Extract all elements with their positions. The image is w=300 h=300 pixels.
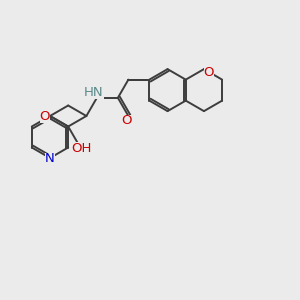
Text: O: O [121, 115, 132, 128]
Text: O: O [40, 110, 50, 122]
Text: OH: OH [71, 142, 92, 155]
Text: O: O [204, 66, 214, 79]
Text: N: N [45, 152, 55, 166]
Text: HN: HN [84, 86, 104, 99]
